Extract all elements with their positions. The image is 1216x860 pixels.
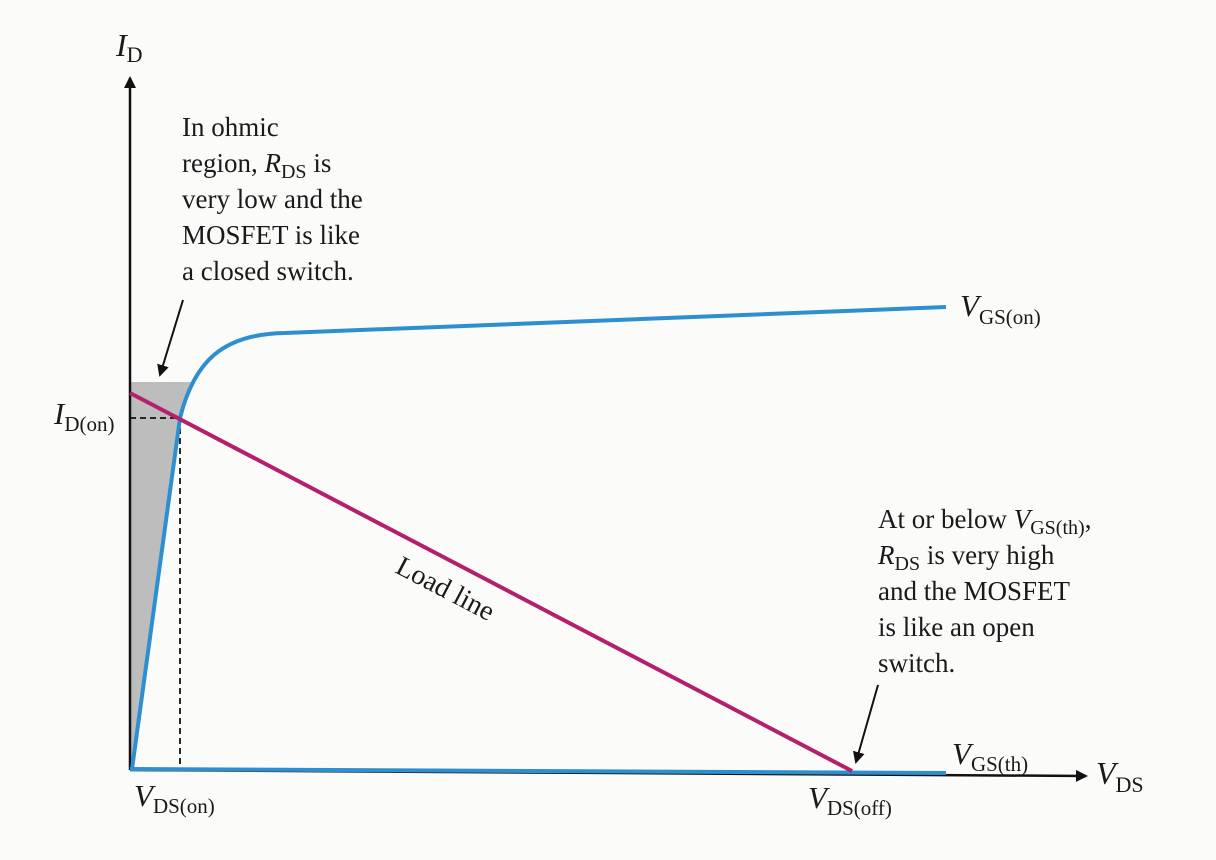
load-line-label: Load line (391, 551, 500, 628)
vgs-th-label: VGS(th) (952, 736, 1028, 776)
cutoff-annotation: At or below VGS(th), RDS is very high an… (877, 504, 1098, 678)
ohmic-arrow (157, 299, 184, 377)
load-line (129, 391, 853, 773)
id-on-label: ID(on) (53, 396, 114, 436)
vds-off-label: VDS(off) (808, 780, 892, 820)
vgs-on-label: VGS(on) (960, 288, 1041, 329)
vds-on-label: VDS(on) (134, 778, 215, 818)
cutoff-arrow (852, 684, 879, 764)
ohmic-annotation: In ohmic region, RDS is very low and the… (182, 112, 369, 286)
x-axis-label: VDS (1096, 755, 1144, 797)
vgs-th-curve (129, 767, 947, 775)
vgs-on-curve (130, 305, 947, 770)
y-axis-label: ID (115, 27, 143, 67)
